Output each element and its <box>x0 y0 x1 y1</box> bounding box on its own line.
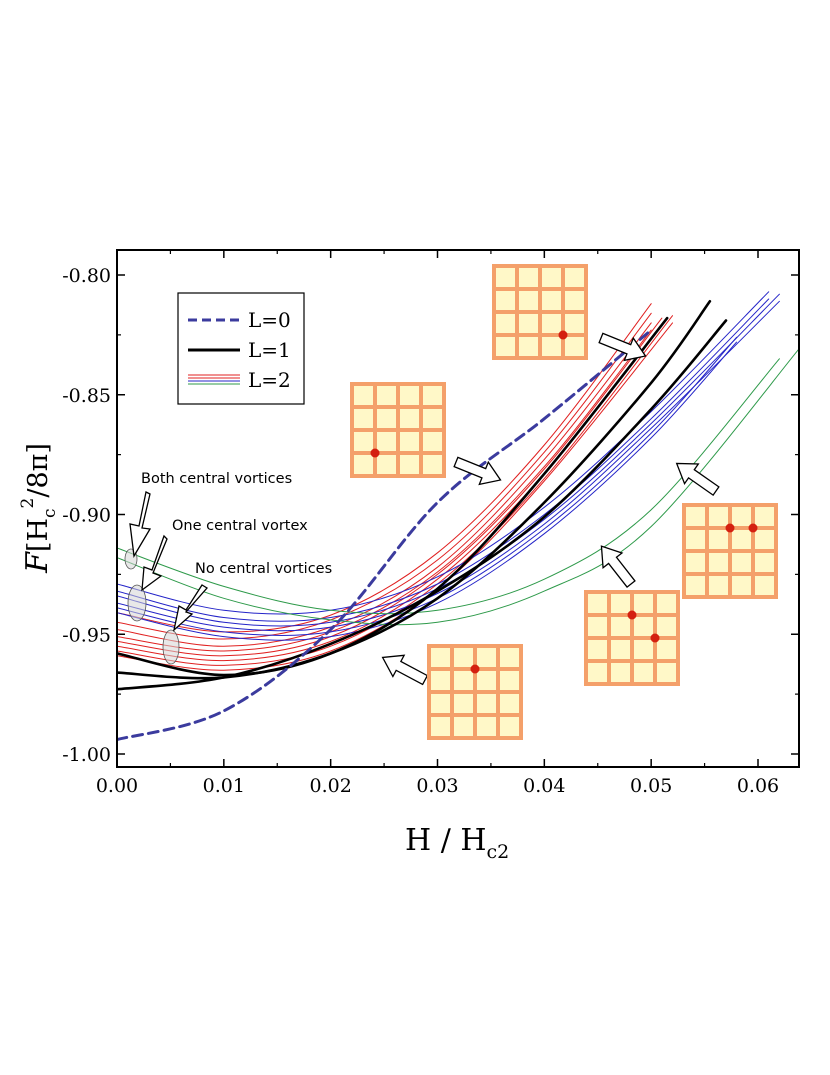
vortex-dot <box>650 633 660 643</box>
series-line-l2-12 <box>117 291 770 615</box>
series-line-l2-19 <box>117 348 799 626</box>
series-layer <box>117 291 799 742</box>
inset-grid-center <box>427 644 523 740</box>
legend-label-l2: L=2 <box>248 368 291 392</box>
annotation-ellipse-one <box>127 584 147 622</box>
y-tick-label: -0.80 <box>62 265 111 287</box>
arrow-both-central <box>129 491 152 558</box>
svg-text:F[Hc2/8π]: F[Hc2/8π] <box>18 443 60 574</box>
arrow-mid-left-inset <box>453 456 502 486</box>
vortex-dot <box>627 610 637 620</box>
series-line-l2-18 <box>117 358 780 615</box>
annotation-one-central: One central vortex <box>172 518 308 534</box>
annotation-ellipse-none <box>162 629 180 665</box>
series-line-l2-5 <box>117 312 652 640</box>
y-tick-label: -0.85 <box>62 385 111 407</box>
inset-grid-left <box>350 382 446 478</box>
tick-layer: 0.00 0.01 0.02 0.03 0.04 0.05 0.06 -1.00 -0.95 -0… <box>62 250 799 797</box>
arrow-diagonal-inset <box>600 545 636 588</box>
vortex-dot <box>725 523 735 533</box>
series-line-l2-15 <box>117 300 780 632</box>
x-tick-label: 0.01 <box>203 775 245 797</box>
legend: L=0 L=1 L=2 <box>177 292 305 405</box>
inset-grid-top <box>492 264 588 360</box>
inset-grid-right <box>682 503 778 599</box>
x-axis-title: H / Hc2 <box>405 823 509 863</box>
arrow-one-central <box>141 534 168 592</box>
y-tick-label: -0.95 <box>62 624 111 646</box>
x-tick-label: 0.04 <box>523 775 565 797</box>
x-tick-label: 0.06 <box>737 775 779 797</box>
plot-frame <box>116 249 800 768</box>
annotation-no-central: No central vortices <box>195 561 332 577</box>
legend-label-l0: L=0 <box>248 308 291 332</box>
x-tick-label: 0.05 <box>630 775 672 797</box>
vortex-dot <box>370 448 380 458</box>
arrow-no-central <box>172 584 209 632</box>
arrow-right-inset <box>675 462 720 497</box>
legend-label-l1: L=1 <box>248 338 291 362</box>
y-axis-title: F[Hc2/8π] <box>18 443 60 574</box>
pointer-arrows <box>381 332 720 686</box>
vortex-dot <box>748 523 758 533</box>
series-line-l1-2 <box>117 300 712 680</box>
x-tick-label: 0.02 <box>310 775 352 797</box>
x-tick-label: 0.00 <box>96 775 138 797</box>
y-tick-label: -1.00 <box>62 744 111 766</box>
arrow-center-inset <box>381 654 429 686</box>
annotation-both-central: Both central vortices <box>141 471 292 487</box>
series-line-l1-3 <box>117 316 669 677</box>
series-line-l2-17 <box>117 341 738 641</box>
vortex-dot <box>558 330 568 340</box>
series-line-l2-7 <box>117 329 652 652</box>
inset-grid-diagonal <box>584 590 680 686</box>
arrow-top-inset <box>598 332 647 362</box>
series-line-l2-6 <box>117 322 652 647</box>
series-line-l0-0 <box>117 328 653 742</box>
series-line-l2-10 <box>117 315 673 666</box>
annotations: Both central vortices One central vortex… <box>124 471 332 665</box>
y-tick-label: -0.90 <box>62 505 111 527</box>
vortex-dot <box>470 664 480 674</box>
legend-swatch-l2 <box>188 374 240 385</box>
x-tick-label: 0.03 <box>416 775 458 797</box>
